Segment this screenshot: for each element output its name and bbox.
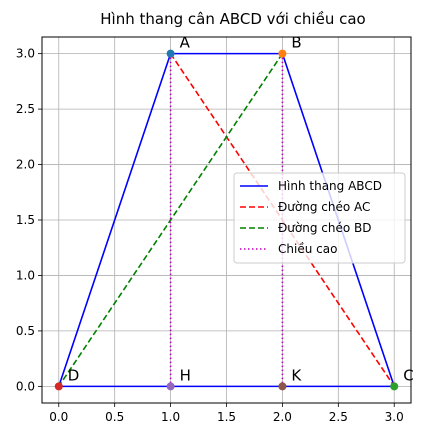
- vertex-markers: [54, 49, 399, 391]
- y-tick-label-1: 0.5: [16, 324, 35, 338]
- vertex-marker-0: [166, 49, 175, 58]
- y-tick-label-0: 0.0: [16, 379, 35, 393]
- vertex-marker-1: [278, 49, 287, 58]
- y-tick-label-6: 3.0: [16, 47, 35, 61]
- x-tick-label-2: 1.0: [161, 410, 180, 424]
- legend-label-2: Đường chéo BD: [278, 221, 372, 235]
- vertex-marker-5: [278, 382, 287, 391]
- x-tick-label-3: 1.5: [217, 410, 236, 424]
- legend-box: [233, 172, 406, 264]
- series-2-line-0: [58, 53, 284, 387]
- x-tick-label-6: 3.0: [385, 410, 404, 424]
- x-tick-label-5: 2.5: [329, 410, 348, 424]
- x-tick-label-4: 2.0: [273, 410, 292, 424]
- vertex-marker-4: [166, 382, 175, 391]
- x-tick-label-0: 0.0: [49, 410, 68, 424]
- legend: Hình thang ABCD Đường chéo AC Đường chéo B…: [233, 172, 406, 264]
- vertex-labels: A B C D H K: [68, 34, 414, 385]
- vertex-label-k: K: [291, 366, 302, 384]
- chart-title: Hình thang cân ABCD với chiều cao: [100, 10, 365, 28]
- y-tick-label-3: 1.5: [16, 213, 35, 227]
- legend-label-1: Đường chéo AC: [278, 200, 370, 214]
- vertex-label-b: B: [291, 34, 301, 52]
- vertex-marker-3: [54, 382, 63, 391]
- axis-ticks: 0.0 0.5 1.0 1.5 2.0 2.5 3.0 0.0 0.5 1.0 1.5 2.0 2.5 3…: [16, 47, 404, 424]
- legend-label-3: Chiều cao: [278, 242, 337, 256]
- vertex-marker-2: [390, 382, 399, 391]
- y-tick-label-5: 2.5: [16, 102, 35, 116]
- legend-label-0: Hình thang ABCD: [278, 179, 382, 193]
- y-tick-label-4: 2.0: [16, 158, 35, 172]
- vertex-label-a: A: [180, 34, 191, 52]
- vertex-label-d: D: [68, 366, 80, 384]
- x-tick-label-1: 0.5: [105, 410, 124, 424]
- y-tick-label-2: 1.0: [16, 268, 35, 282]
- vertex-label-c: C: [403, 366, 413, 384]
- vertex-label-h: H: [180, 366, 191, 384]
